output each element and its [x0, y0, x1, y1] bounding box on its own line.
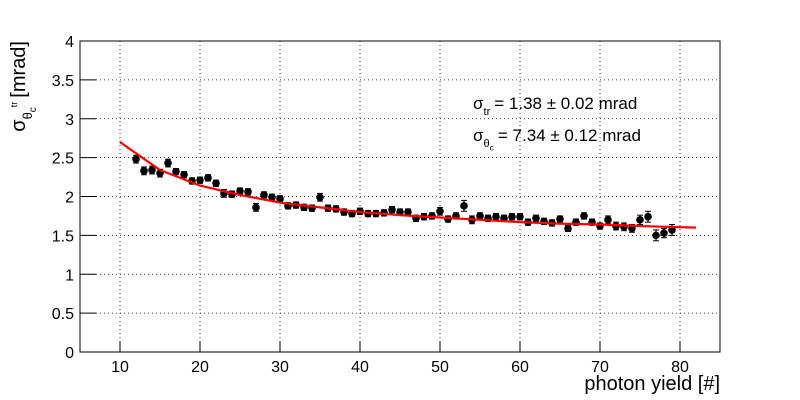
point	[580, 212, 588, 220]
point	[252, 203, 260, 212]
point	[236, 187, 244, 195]
y-tick-label: 0.5	[52, 306, 74, 323]
annotation: σθc= 7.34 ± 0.12 mrad	[473, 126, 641, 152]
point	[660, 229, 668, 237]
annotation-symbol: σ	[473, 126, 484, 145]
y-tick-label: 4	[65, 34, 74, 51]
point	[212, 179, 220, 188]
annotation-sub: θ	[484, 138, 490, 150]
x-tick-label: 70	[591, 359, 609, 376]
point	[148, 166, 156, 174]
x-tick-label: 80	[671, 359, 689, 376]
frame	[79, 40, 721, 353]
y-axis-label-sup: tr	[9, 102, 19, 108]
point	[620, 223, 628, 231]
point	[204, 174, 212, 182]
x-tick-label: 20	[191, 359, 209, 376]
annotation-subsub: c	[490, 142, 495, 152]
point	[172, 167, 180, 176]
point	[604, 216, 612, 224]
y-tick-label: 0	[65, 345, 74, 362]
annotation-text: = 1.38 ± 0.02 mrad	[494, 94, 637, 113]
point	[652, 231, 660, 240]
point	[556, 215, 564, 223]
point	[476, 212, 484, 220]
point	[180, 170, 188, 179]
y-axis-label-symbol: σ	[8, 119, 30, 132]
y-tick-label: 3.5	[52, 73, 74, 90]
point	[140, 167, 148, 175]
point	[164, 159, 172, 167]
point	[636, 216, 644, 224]
y-tick-label: 1	[65, 267, 74, 284]
x-tick-label: 50	[431, 359, 449, 376]
annotation-symbol: σ	[473, 94, 484, 113]
point	[532, 214, 540, 223]
point	[492, 212, 500, 221]
y-tick-label: 2.5	[52, 151, 74, 168]
point	[404, 208, 412, 216]
y-axis-label-subsub: c	[28, 107, 39, 112]
point	[316, 193, 324, 202]
x-tick-label: 10	[111, 359, 129, 376]
point	[276, 195, 284, 203]
point	[508, 212, 516, 221]
y-axis-label-text: [mrad]	[8, 41, 30, 98]
point	[436, 207, 444, 216]
x-axis-label: photon yield [#]	[584, 373, 720, 395]
point	[564, 224, 572, 233]
point	[132, 155, 140, 163]
y-tick-label: 1.5	[52, 228, 74, 245]
annotation: σtr = 1.38 ± 0.02 mrad	[473, 94, 637, 118]
x-tick-label: 30	[271, 359, 289, 376]
y-axis-label: σθc tr [mrad]	[8, 41, 39, 132]
point	[196, 176, 204, 184]
point	[268, 193, 276, 202]
y-axis-label-sub: θ	[20, 112, 35, 119]
x-tick-label: 60	[511, 359, 529, 376]
point	[516, 212, 524, 221]
point	[388, 205, 396, 214]
point	[244, 188, 252, 196]
point	[460, 202, 468, 210]
fit-line	[119, 141, 697, 229]
point	[260, 191, 268, 199]
annotation-text: = 7.34 ± 0.12 mrad	[498, 126, 641, 145]
y-tick-label: 3	[65, 112, 74, 129]
point	[644, 212, 652, 221]
y-tick-label: 2	[65, 190, 74, 207]
annotation-sub: tr	[484, 106, 491, 118]
x-tick-label: 40	[351, 359, 369, 376]
